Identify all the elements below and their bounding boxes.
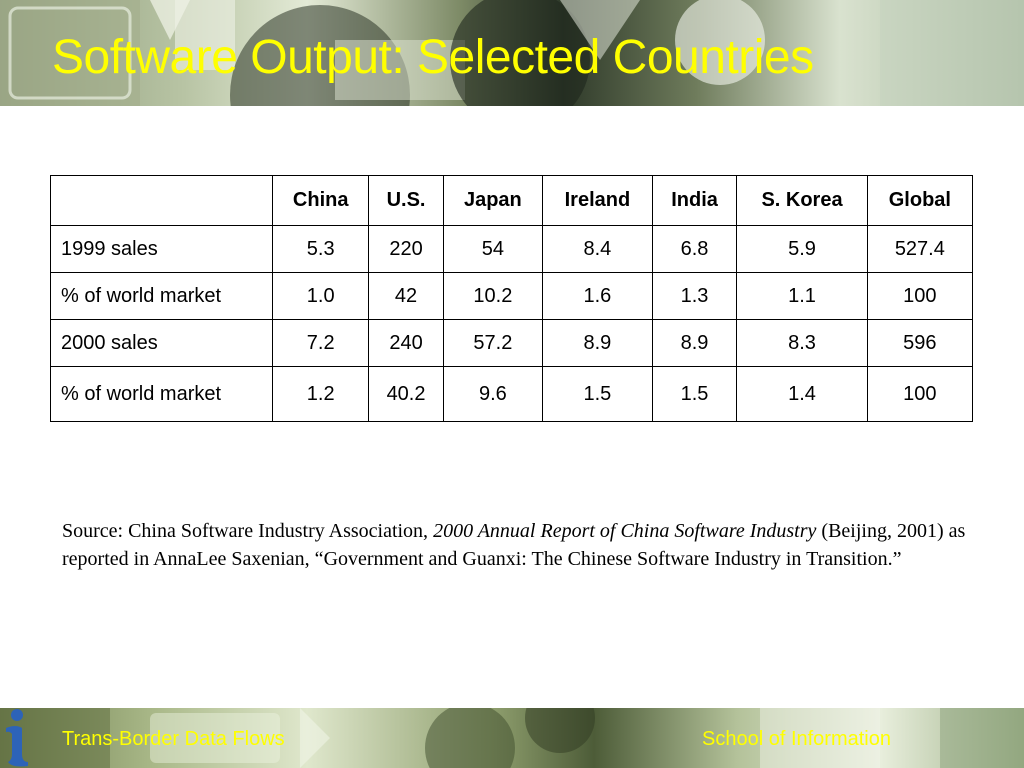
column-header: S. Korea [736, 175, 868, 226]
table-cell: 596 [866, 319, 974, 367]
info-i-icon [6, 709, 28, 767]
column-header: Global [866, 175, 974, 226]
table-cell: 100 [866, 272, 974, 320]
table-cell: 9.6 [442, 366, 544, 422]
table-row: % of world market 1.2 40.2 9.6 1.5 1.5 1… [50, 366, 974, 422]
table-cell: 42 [368, 272, 444, 320]
column-header: Ireland [542, 175, 653, 226]
table-cell: 5.9 [736, 225, 868, 273]
row-label: 1999 sales [50, 225, 273, 273]
column-header: Japan [442, 175, 544, 226]
table-cell: 1.5 [651, 366, 738, 422]
table-cell: 1.5 [542, 366, 653, 422]
table-cell: 57.2 [442, 319, 544, 367]
table-cell: 1.4 [736, 366, 868, 422]
table-cell: 240 [368, 319, 444, 367]
table-cell: 1.0 [271, 272, 370, 320]
column-header-blank [50, 175, 273, 226]
footer-school-name: School of Information [702, 728, 891, 750]
header-background-graphic [0, 0, 1024, 106]
table-cell: 100 [866, 366, 974, 422]
footer-banner: Trans-Border Data Flows School of Inform… [0, 708, 1024, 768]
table-cell: 1.3 [651, 272, 738, 320]
table-cell: 5.3 [271, 225, 370, 273]
table-cell: 8.9 [542, 319, 653, 367]
source-report-title: 2000 Annual Report of China Software Ind… [433, 520, 817, 542]
table-row: 1999 sales 5.3 220 54 8.4 6.8 5.9 527.4 [50, 225, 974, 273]
table-cell: 7.2 [271, 319, 370, 367]
page-title: Software Output: Selected Countries [52, 31, 814, 84]
footer-course-title: Trans-Border Data Flows [62, 728, 285, 750]
table-cell: 6.8 [651, 225, 738, 273]
row-label: % of world market [50, 272, 273, 320]
table-cell: 40.2 [368, 366, 444, 422]
column-header: China [271, 175, 370, 226]
table-row: 2000 sales 7.2 240 57.2 8.9 8.9 8.3 596 [50, 319, 974, 367]
row-label: % of world market [50, 366, 273, 422]
table-row: % of world market 1.0 42 10.2 1.6 1.3 1.… [50, 272, 974, 320]
table-cell: 8.9 [651, 319, 738, 367]
table-cell: 1.6 [542, 272, 653, 320]
column-header: U.S. [368, 175, 444, 226]
table-cell: 8.4 [542, 225, 653, 273]
source-prefix: Source: China Software Industry Associat… [62, 520, 434, 542]
software-output-table: China U.S. Japan Ireland India S. Korea … [50, 175, 974, 422]
table-cell: 1.1 [736, 272, 868, 320]
table-header-row: China U.S. Japan Ireland India S. Korea … [50, 175, 974, 226]
row-label: 2000 sales [50, 319, 273, 367]
table-cell: 1.2 [271, 366, 370, 422]
column-header: India [651, 175, 738, 226]
table-cell: 220 [368, 225, 444, 273]
table-cell: 8.3 [736, 319, 868, 367]
table-cell: 527.4 [866, 225, 974, 273]
header-banner: Software Output: Selected Countries [0, 0, 1024, 106]
table-cell: 10.2 [442, 272, 544, 320]
table-cell: 54 [442, 225, 544, 273]
source-citation: Source: China Software Industry Associat… [62, 517, 972, 573]
source-suffix: (Beijing, 2001) as reported in AnnaLee S… [62, 520, 966, 570]
